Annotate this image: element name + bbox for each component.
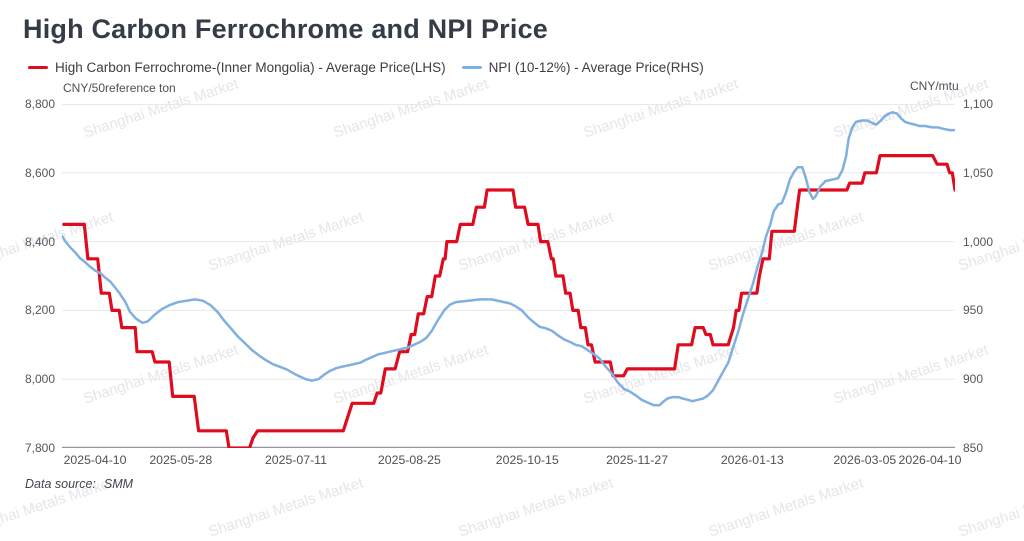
right-axis-tick: 1,100 xyxy=(963,97,994,111)
right-axis-tick: 1,050 xyxy=(963,165,994,180)
data-source: Data source: SMM xyxy=(25,477,133,491)
x-axis-tick: 2026-04-10 xyxy=(898,453,962,467)
x-axis-tick: 2025-05-28 xyxy=(149,453,213,467)
right-axis-tick: 1,000 xyxy=(963,234,994,249)
left-axis-tick: 8,800 xyxy=(24,97,55,111)
right-axis-tick-labels: 1,100 1,050 1,000 950 900 850 xyxy=(963,97,1023,455)
left-axis-unit: CNY/50reference ton xyxy=(63,81,176,95)
watermark-text: Shanghai Metals Market xyxy=(206,474,366,541)
right-axis-unit: CNY/mtu xyxy=(910,79,959,93)
x-axis-tick: 2025-08-25 xyxy=(377,453,441,467)
right-axis-tick: 950 xyxy=(963,303,984,318)
legend-item-ferrochrome[interactable]: High Carbon Ferrochrome-(Inner Mongolia)… xyxy=(28,60,446,75)
chart-canvas xyxy=(60,104,957,450)
left-axis-tick: 8,000 xyxy=(24,372,55,387)
x-axis-tick: 2025-04-10 xyxy=(63,453,127,467)
data-source-value: SMM xyxy=(103,477,134,491)
legend-label-ferrochrome: High Carbon Ferrochrome-(Inner Mongolia)… xyxy=(55,60,446,75)
watermark-text: Shanghai Metals Market xyxy=(706,474,866,541)
x-axis-tick: 2025-10-15 xyxy=(495,453,559,467)
data-source-label: Data source: xyxy=(25,477,96,491)
plot-area xyxy=(60,104,957,450)
x-axis-tick: 2026-01-13 xyxy=(720,453,784,467)
left-axis-tick: 7,800 xyxy=(24,441,55,455)
right-axis-tick: 900 xyxy=(963,372,984,387)
x-axis-tick-labels: 2025-04-10 2025-05-28 2025-07-11 2025-08-25… xyxy=(62,453,962,469)
left-axis-tick: 8,400 xyxy=(24,234,55,249)
watermark-text: Shanghai Metals Market xyxy=(456,474,616,541)
chart-legend: High Carbon Ferrochrome-(Inner Mongolia)… xyxy=(28,60,704,75)
left-axis-tick-labels: 8,800 8,600 8,400 8,200 8,000 7,800 xyxy=(0,97,55,455)
right-axis-tick: 850 xyxy=(963,441,984,455)
ferrochrome-line-swatch-icon xyxy=(28,66,48,69)
left-axis-tick: 8,200 xyxy=(24,303,55,318)
legend-label-npi: NPI (10-12%) - Average Price(RHS) xyxy=(488,60,704,75)
page-title: High Carbon Ferrochrome and NPI Price xyxy=(23,14,549,44)
x-axis-tick: 2026-03-05 xyxy=(833,453,897,467)
watermark-text: Shanghai Metals Market xyxy=(956,474,1024,541)
ferrochrome-price-line xyxy=(62,153,957,450)
legend-item-npi[interactable]: NPI (10-12%) - Average Price(RHS) xyxy=(461,60,704,75)
npi-line-swatch-icon xyxy=(461,66,482,69)
x-axis-tick: 2025-11-27 xyxy=(606,453,669,467)
left-axis-tick: 8,600 xyxy=(24,165,55,180)
x-axis-tick: 2025-07-11 xyxy=(264,453,327,467)
npi-price-line xyxy=(60,111,957,407)
